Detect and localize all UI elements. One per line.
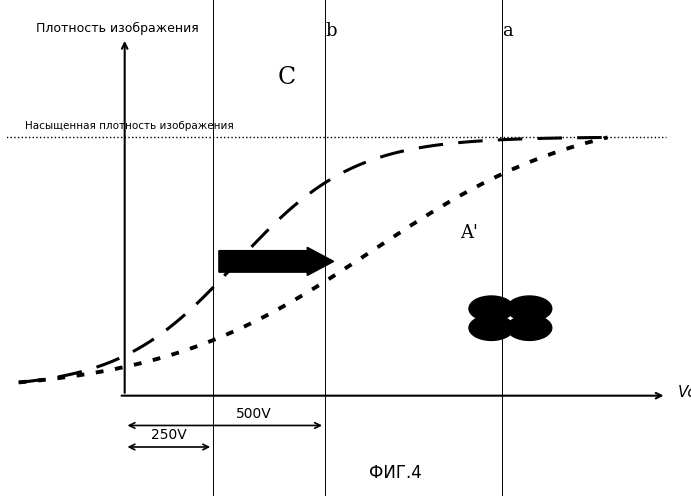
- Text: a: a: [502, 22, 513, 40]
- Text: C: C: [278, 66, 296, 90]
- Circle shape: [507, 296, 552, 321]
- Circle shape: [507, 315, 552, 340]
- Text: Насыщенная плотность изображения: Насыщенная плотность изображения: [25, 121, 234, 131]
- Circle shape: [469, 296, 513, 321]
- Circle shape: [469, 315, 513, 340]
- Text: 500V: 500V: [236, 406, 272, 420]
- Text: Vcont: Vcont: [678, 385, 691, 400]
- Text: Плотность изображения: Плотность изображения: [37, 22, 199, 35]
- Text: ФИГ.4: ФИГ.4: [369, 464, 422, 482]
- Text: A': A': [460, 224, 478, 242]
- Text: 250V: 250V: [151, 428, 187, 442]
- Text: b: b: [325, 22, 337, 40]
- FancyArrow shape: [219, 248, 334, 276]
